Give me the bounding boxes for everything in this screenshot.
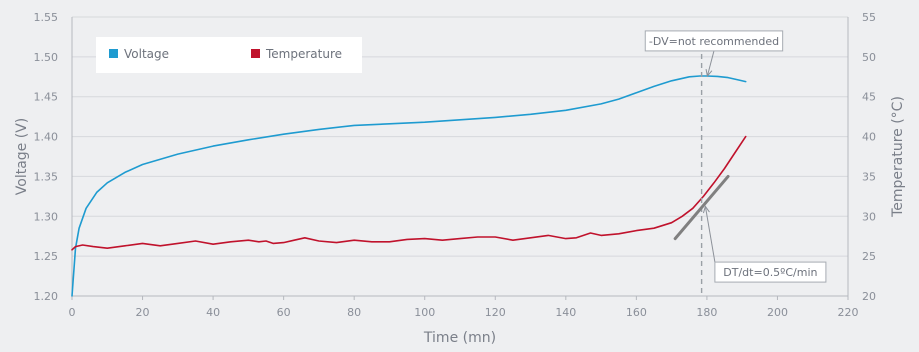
y-right-tick-label: 35 — [862, 170, 876, 183]
series-lines — [71, 75, 747, 297]
y-left-axis-title: Voltage (V) — [14, 118, 30, 195]
x-tick-label: 20 — [136, 306, 150, 319]
y-left-tick-label: 1.20 — [34, 290, 59, 303]
y-right-tick-label: 30 — [862, 210, 876, 223]
x-tick-label: 120 — [485, 306, 506, 319]
y-right-tick-label: 25 — [862, 250, 876, 263]
y-left-tick-label: 1.30 — [34, 210, 59, 223]
y-right-tick-label: 45 — [862, 91, 876, 104]
x-tick-label: 80 — [347, 306, 361, 319]
annotation-label: DT/dt=0.5ºC/min — [723, 266, 817, 279]
y-right-tick-label: 40 — [862, 131, 876, 144]
y-left-tick-label: 1.45 — [34, 91, 59, 104]
series-line-voltage — [71, 75, 747, 297]
y-left-tick-label: 1.40 — [34, 131, 59, 144]
annotation-arrowhead — [702, 205, 710, 214]
legend-box — [96, 37, 362, 73]
legend: Voltage Temperature — [96, 37, 362, 73]
x-tick-label: 220 — [838, 306, 859, 319]
series-line-temperature — [71, 135, 747, 251]
x-tick-label: 0 — [69, 306, 76, 319]
tangent-line — [673, 174, 730, 241]
annotation-box — [714, 261, 827, 283]
x-tick-label: 60 — [277, 306, 291, 319]
y-right-tick-label: 50 — [862, 51, 876, 64]
y-right-tick-label: 55 — [862, 11, 876, 24]
annotation-box — [644, 30, 784, 52]
y-left-tick-label: 1.55 — [34, 11, 59, 24]
legend-label-temperature: Temperature — [265, 47, 342, 61]
x-axis-title: Time (mn) — [423, 330, 496, 346]
legend-swatch-voltage — [109, 49, 118, 58]
y-left-tick-label: 1.35 — [34, 170, 59, 183]
x-tick-label: 180 — [696, 306, 717, 319]
y-right-tick-label: 20 — [862, 290, 876, 303]
x-tick-label: 200 — [767, 306, 788, 319]
x-tick-label: 140 — [555, 306, 576, 319]
axes: 1.20 1.25 1.30 1.35 1.40 1.45 1.50 1.55 20 25 30 35… — [14, 11, 906, 346]
x-tick-label: 160 — [626, 306, 647, 319]
y-right-axis-title: Temperature (°C) — [890, 96, 906, 218]
y-left-tick-label: 1.50 — [34, 51, 59, 64]
annotation-arrow — [704, 206, 716, 263]
markers-and-annotations: -DV=not recommended DT/dt=0.5ºC/min — [644, 30, 827, 296]
annotation-label: -DV=not recommended — [649, 35, 779, 48]
annotation-arrowhead — [705, 69, 713, 78]
y-left-tick-label: 1.25 — [34, 250, 59, 263]
x-tick-label: 100 — [414, 306, 435, 319]
legend-label-voltage: Voltage — [124, 47, 169, 61]
legend-swatch-temperature — [251, 49, 260, 58]
x-tick-label: 40 — [206, 306, 220, 319]
annotation-arrow — [706, 50, 715, 77]
